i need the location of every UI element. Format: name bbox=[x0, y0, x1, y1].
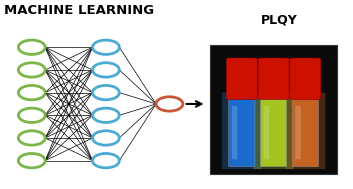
Circle shape bbox=[18, 108, 45, 122]
Circle shape bbox=[92, 63, 119, 77]
Circle shape bbox=[156, 97, 183, 111]
Circle shape bbox=[92, 153, 119, 168]
Circle shape bbox=[92, 40, 119, 54]
Text: MACHINE LEARNING: MACHINE LEARNING bbox=[4, 4, 154, 17]
Circle shape bbox=[18, 40, 45, 54]
FancyBboxPatch shape bbox=[264, 106, 269, 159]
FancyBboxPatch shape bbox=[261, 95, 287, 167]
Circle shape bbox=[92, 108, 119, 122]
Circle shape bbox=[18, 131, 45, 145]
Circle shape bbox=[18, 153, 45, 168]
Circle shape bbox=[18, 85, 45, 100]
Circle shape bbox=[18, 63, 45, 77]
FancyBboxPatch shape bbox=[285, 93, 325, 169]
Text: PLQY: PLQY bbox=[261, 13, 297, 26]
FancyBboxPatch shape bbox=[229, 95, 255, 167]
FancyBboxPatch shape bbox=[232, 106, 237, 159]
Bar bbox=[210, 45, 337, 174]
FancyBboxPatch shape bbox=[290, 58, 321, 100]
FancyBboxPatch shape bbox=[253, 93, 294, 169]
FancyBboxPatch shape bbox=[295, 106, 301, 159]
FancyBboxPatch shape bbox=[226, 58, 257, 100]
Circle shape bbox=[92, 85, 119, 100]
FancyBboxPatch shape bbox=[258, 58, 289, 100]
Circle shape bbox=[92, 131, 119, 145]
FancyBboxPatch shape bbox=[292, 95, 318, 167]
FancyBboxPatch shape bbox=[222, 93, 262, 169]
